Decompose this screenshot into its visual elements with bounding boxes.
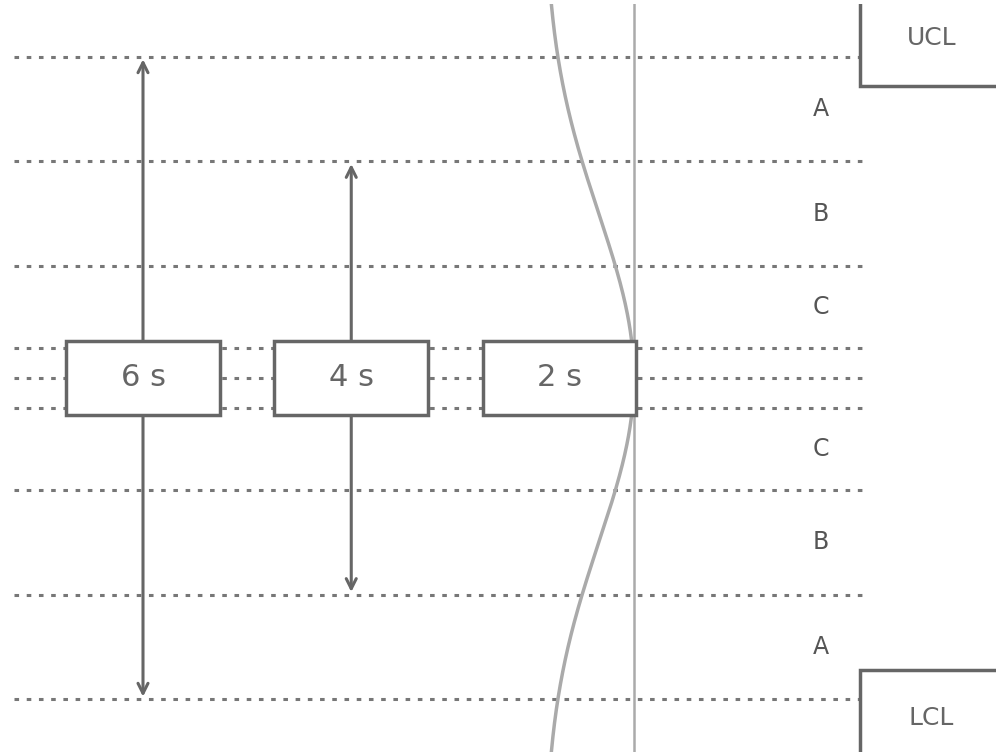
Text: B: B — [812, 202, 829, 225]
FancyBboxPatch shape — [66, 341, 220, 415]
Text: UCL: UCL — [907, 26, 956, 50]
FancyBboxPatch shape — [860, 670, 1000, 756]
Text: LCL: LCL — [909, 706, 954, 730]
Text: A: A — [812, 635, 828, 659]
Text: 4 s: 4 s — [329, 364, 374, 392]
Text: B: B — [812, 531, 829, 554]
Text: A: A — [812, 97, 828, 121]
Text: C: C — [812, 295, 829, 319]
Text: C: C — [812, 437, 829, 461]
FancyBboxPatch shape — [274, 341, 428, 415]
Text: 2 s: 2 s — [537, 364, 582, 392]
FancyBboxPatch shape — [483, 341, 636, 415]
Text: 6 s: 6 s — [121, 364, 166, 392]
FancyBboxPatch shape — [860, 0, 1000, 86]
